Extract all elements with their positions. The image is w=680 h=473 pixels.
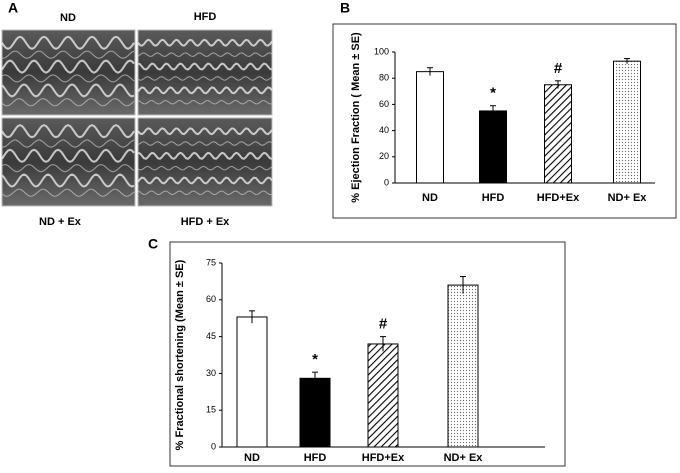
y-tick-label: 0 bbox=[211, 441, 216, 451]
bar bbox=[613, 60, 641, 184]
error-bar bbox=[380, 336, 386, 352]
panel-label: A bbox=[8, 0, 18, 16]
x-tick-label: HFD+Ex bbox=[537, 192, 580, 204]
y-tick-label: 20 bbox=[379, 151, 389, 161]
y-tick-label: 40 bbox=[379, 125, 389, 135]
echo-wave bbox=[137, 86, 273, 95]
echo-wave bbox=[137, 165, 273, 171]
x-tick-label: HFD+Ex bbox=[362, 452, 405, 464]
y-tick-label: 100 bbox=[374, 46, 389, 56]
echo-wave bbox=[1, 83, 135, 98]
significance-mark: # bbox=[379, 316, 388, 333]
y-tick-label: 45 bbox=[206, 331, 216, 341]
echo-wave bbox=[137, 127, 273, 136]
y-tick-label: 80 bbox=[379, 73, 389, 83]
x-tick-label: ND bbox=[244, 452, 260, 464]
echo-wave bbox=[137, 52, 273, 57]
y-axis-label: % Fractional shortening (Mean ± SE) bbox=[174, 259, 186, 450]
error-bar bbox=[249, 310, 255, 324]
x-tick-label: ND+ Ex bbox=[608, 192, 648, 204]
echo-wave bbox=[137, 176, 273, 185]
y-tick-label: 0 bbox=[384, 177, 389, 187]
image-label: HFD + Ex bbox=[181, 216, 230, 228]
bar bbox=[416, 71, 444, 184]
panel-label: B bbox=[340, 0, 350, 16]
echo-wave bbox=[2, 50, 135, 59]
bar bbox=[236, 316, 268, 448]
echo-wave bbox=[137, 141, 273, 146]
significance-mark: # bbox=[554, 60, 563, 77]
x-tick-label: ND bbox=[422, 192, 438, 204]
echo-wave bbox=[137, 99, 273, 105]
echo-wave bbox=[1, 74, 135, 83]
image-label: ND + Ex bbox=[39, 216, 82, 228]
y-tick-label: 60 bbox=[206, 294, 216, 304]
bar bbox=[447, 284, 479, 448]
panel-label: C bbox=[148, 236, 158, 252]
echo-wave bbox=[1, 124, 135, 139]
echo-images bbox=[1, 29, 273, 207]
error-bar bbox=[460, 275, 466, 294]
echo-wave bbox=[1, 59, 135, 74]
y-tick-label: 60 bbox=[379, 99, 389, 109]
error-bar bbox=[490, 105, 496, 117]
echo-wave bbox=[137, 190, 273, 196]
y-tick-label: 15 bbox=[206, 405, 216, 415]
x-tick-label: ND+ Ex bbox=[444, 452, 484, 464]
x-tick-label: HFD bbox=[482, 192, 505, 204]
echo-wave bbox=[137, 76, 273, 81]
y-tick-label: 30 bbox=[206, 368, 216, 378]
bar bbox=[479, 110, 507, 184]
echo-wave bbox=[2, 139, 135, 148]
panel-frame bbox=[169, 241, 566, 467]
bar bbox=[367, 343, 399, 448]
echo-wave bbox=[1, 98, 135, 107]
y-axis-label: % Ejection Fraction ( Mean ± SE) bbox=[350, 32, 362, 203]
x-tick-label: HFD bbox=[304, 452, 327, 464]
error-bar bbox=[555, 80, 561, 89]
panel-frame bbox=[332, 23, 677, 219]
echo-wave bbox=[1, 173, 135, 188]
echo-wave bbox=[137, 38, 273, 47]
image-label: HFD bbox=[194, 11, 217, 23]
echo-wave bbox=[1, 35, 135, 50]
significance-mark: * bbox=[490, 85, 496, 102]
error-bar bbox=[427, 67, 433, 76]
y-tick-label: 75 bbox=[206, 257, 216, 267]
echo-wave bbox=[1, 188, 135, 197]
echo-wave bbox=[137, 62, 273, 71]
error-bar bbox=[312, 371, 318, 385]
image-label: ND bbox=[60, 12, 76, 24]
error-bar bbox=[624, 58, 630, 64]
echo-wave bbox=[1, 164, 135, 173]
echo-wave bbox=[1, 148, 135, 163]
bar bbox=[544, 84, 572, 184]
bar bbox=[299, 377, 331, 448]
significance-mark: * bbox=[312, 351, 318, 368]
echo-wave bbox=[137, 151, 273, 160]
